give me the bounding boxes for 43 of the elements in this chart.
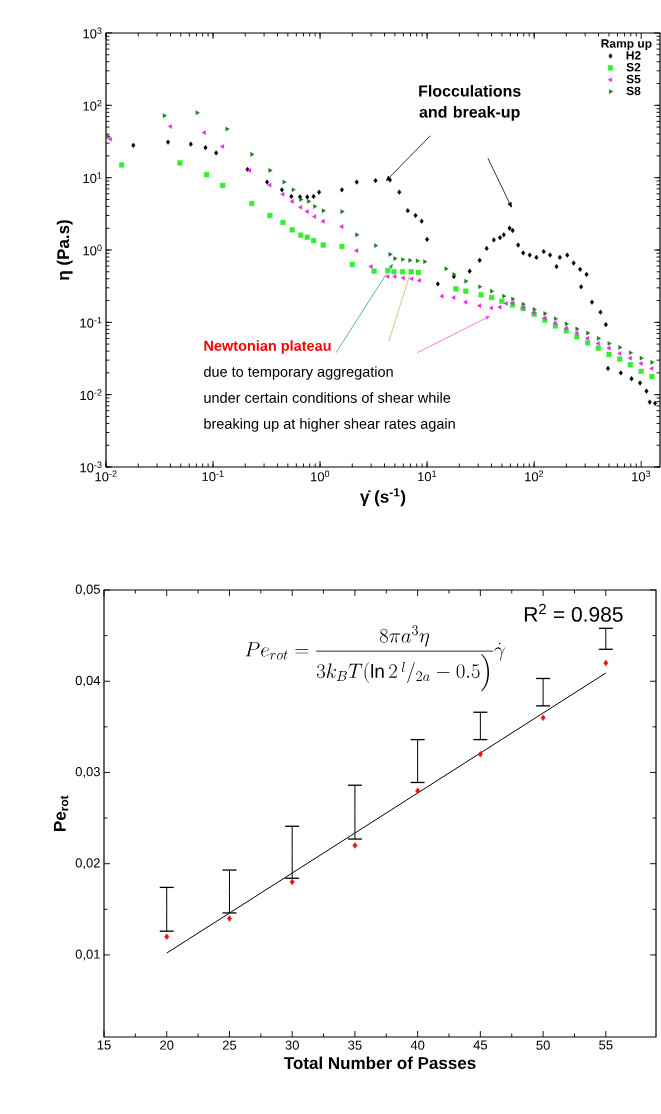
legend-label: S5: [626, 74, 641, 84]
x-tick-label: 10$^{3}$: [632, 470, 651, 482]
legend-label: S2: [626, 62, 641, 72]
y-tick-label: 0,02: [75, 858, 100, 870]
y-axis-title: η (Pa.s): [56, 220, 73, 280]
y-tick-label: 10$^{2}$: [83, 99, 102, 111]
y-tick-label: 0,05: [75, 584, 100, 596]
annotation: R$^{2}$ = 0.985: [524, 603, 623, 622]
y-axis-title: Pe$_{rot}$: [53, 795, 69, 831]
x-tick-label: 10$^{1}$: [418, 470, 437, 482]
legend-label: H2: [626, 51, 641, 60]
x-tick-label: 10$^{-2}$: [95, 470, 117, 482]
annotation: due to temporary aggregation: [204, 366, 393, 380]
x-tick-label: 40: [410, 1040, 425, 1050]
y-tick-label: 10$^{-3}$: [80, 461, 102, 473]
annotation: Newtonian plateau: [204, 340, 331, 354]
y-tick-label: 0,04: [75, 675, 101, 687]
legend-title: Ramp up: [601, 39, 652, 51]
y-tick-label: 10$^{3}$: [83, 27, 102, 39]
x-tick-label: 10$^{-1}$: [202, 470, 224, 482]
x-axis-title: γ̇ (s$^{-1}$): [360, 488, 406, 507]
x-tick-label: 20: [160, 1040, 174, 1050]
legend-label: S8: [626, 86, 641, 96]
annotation: Flocculations and break-up: [419, 84, 521, 121]
x-tick-label: 55: [599, 1040, 613, 1050]
y-tick-label: 0,01: [75, 949, 100, 961]
annotation: $Pe_{rot} = \frac{8\pi a^{3}\eta}{3k_{B}T(\ln 2\,{}^{l}/_{2a} - 0.5\Big)}\dot{\gamma}$: [245, 625, 505, 692]
x-tick-label: 15: [97, 1040, 111, 1050]
y-tick-label: 10$^{-1}$: [80, 316, 102, 328]
annotation: under certain conditions of shear while: [204, 392, 451, 403]
x-tick-label: 10$^{2}$: [525, 470, 544, 482]
y-tick-label: 0,03: [75, 767, 100, 778]
annotation: breaking up at higher shear rates again: [204, 418, 455, 432]
x-tick-label: 35: [348, 1040, 362, 1050]
y-tick-label: 10$^{0}$: [83, 244, 102, 256]
x-axis-title: Total Number of Passes: [283, 1056, 476, 1070]
x-tick-label: 30: [285, 1040, 299, 1050]
x-tick-label: 50: [536, 1040, 550, 1050]
y-tick-label: 10$^{1}$: [83, 172, 102, 184]
x-tick-label: 25: [222, 1040, 237, 1050]
x-tick-label: 45: [473, 1040, 488, 1050]
x-tick-label: 10$^{0}$: [311, 470, 330, 482]
y-tick-label: 10$^{-2}$: [80, 389, 102, 401]
